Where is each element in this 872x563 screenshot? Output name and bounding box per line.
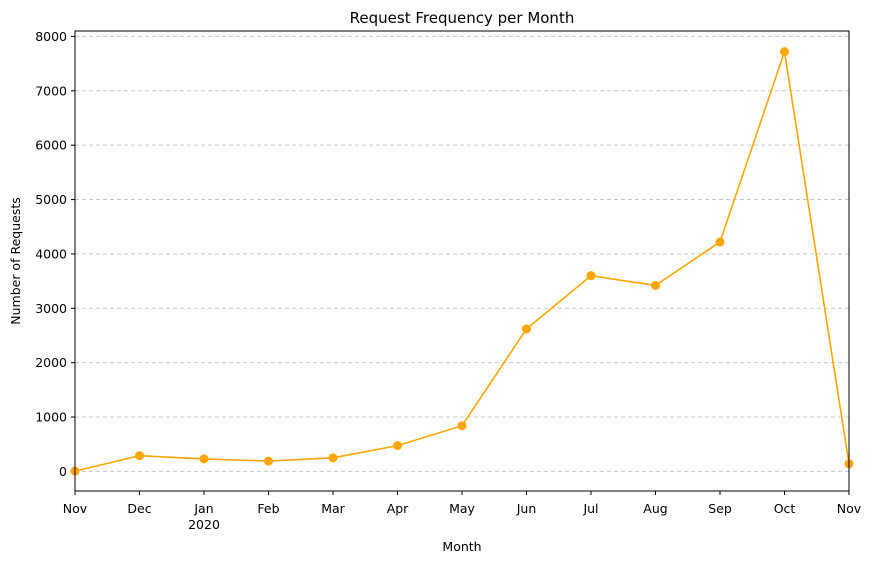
data-point [522,324,531,334]
x-tick-label: Feb [257,501,279,516]
data-point [651,280,660,290]
x-tick-label: Aug [643,501,667,516]
x-tick-label: Apr [387,501,409,516]
data-point [780,47,789,57]
data-point [328,453,338,463]
x-axis-label: Month [442,539,481,554]
y-tick-label: 0 [59,464,67,479]
chart-title: Request Frequency per Month [350,9,575,27]
y-tick-label: 1000 [35,410,67,425]
series-line [74,51,850,472]
y-tick-label: 2000 [35,355,67,370]
y-tick-label: 5000 [35,192,67,207]
y-tick-label: 6000 [35,138,67,153]
x-tick-label: Nov [63,501,88,516]
x-tick-label: Jul [582,501,598,516]
data-point [393,441,402,451]
y-tick-label: 4000 [35,246,67,261]
y-tick-label: 8000 [35,29,67,44]
data-point [135,451,144,461]
plot-series [70,47,854,476]
data-point [586,271,596,281]
x-tick-sublabel: 2020 [188,517,220,532]
y-axis-label: Number of Requests [8,197,23,325]
x-tick-label: Mar [321,501,345,516]
grid-lines [75,35,849,472]
x-tick-label: Oct [774,501,796,516]
data-point [199,454,209,464]
y-axis: 0 1000 2000 3000 4000 5000 6000 7000 8000 [35,29,75,479]
data-point [457,421,467,431]
x-tick-label: Dec [127,501,151,516]
x-tick-label: Jun [516,501,537,516]
plot-frame [74,30,850,492]
x-tick-label: Sep [708,501,732,516]
x-tick-label: Nov [837,501,862,516]
x-tick-label: May [449,501,475,516]
y-tick-label: 3000 [35,301,67,316]
data-point [264,456,273,466]
y-tick-label: 7000 [35,83,67,98]
data-point [715,237,725,247]
x-tick-label: Jan [193,501,213,516]
